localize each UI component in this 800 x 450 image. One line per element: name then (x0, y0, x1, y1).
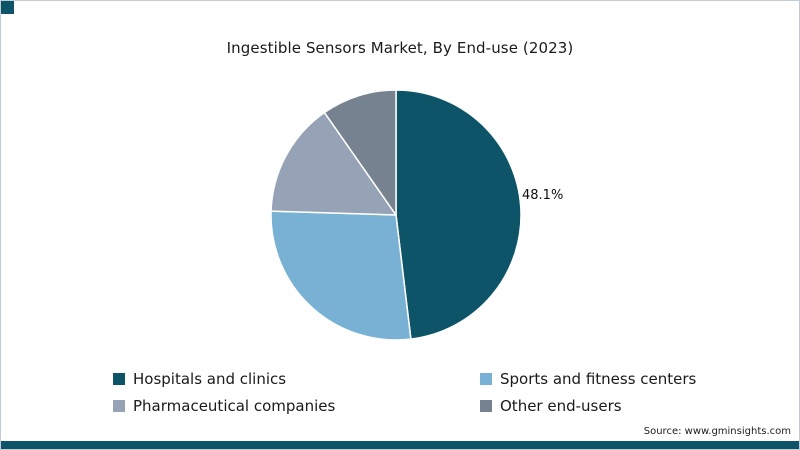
legend-item-hospitals: Hospitals and clinics (113, 370, 480, 388)
slice-data-label: 48.1% (522, 188, 564, 203)
legend-label: Pharmaceutical companies (133, 397, 336, 415)
source-attribution: Source: www.gminsights.com (643, 426, 791, 437)
legend-swatch-other (480, 400, 492, 412)
pie-chart-svg (270, 89, 522, 341)
legend-item-sports: Sports and fitness centers (480, 370, 749, 388)
legend-swatch-sports (480, 373, 492, 385)
legend-swatch-hospitals (113, 373, 125, 385)
legend-label: Hospitals and clinics (133, 370, 287, 388)
pie-chart (269, 88, 523, 342)
chart-title: Ingestible Sensors Market, By End-use (2… (226, 39, 574, 57)
legend: Hospitals and clinics Sports and fitness… (113, 370, 749, 415)
legend-label: Sports and fitness centers (500, 370, 697, 388)
legend-swatch-pharma (113, 400, 125, 412)
bottom-accent-bar (1, 441, 799, 449)
legend-item-other: Other end-users (480, 397, 749, 415)
legend-label: Other end-users (500, 397, 622, 415)
legend-item-pharma: Pharmaceutical companies (113, 397, 480, 415)
corner-accent-square (1, 1, 14, 14)
